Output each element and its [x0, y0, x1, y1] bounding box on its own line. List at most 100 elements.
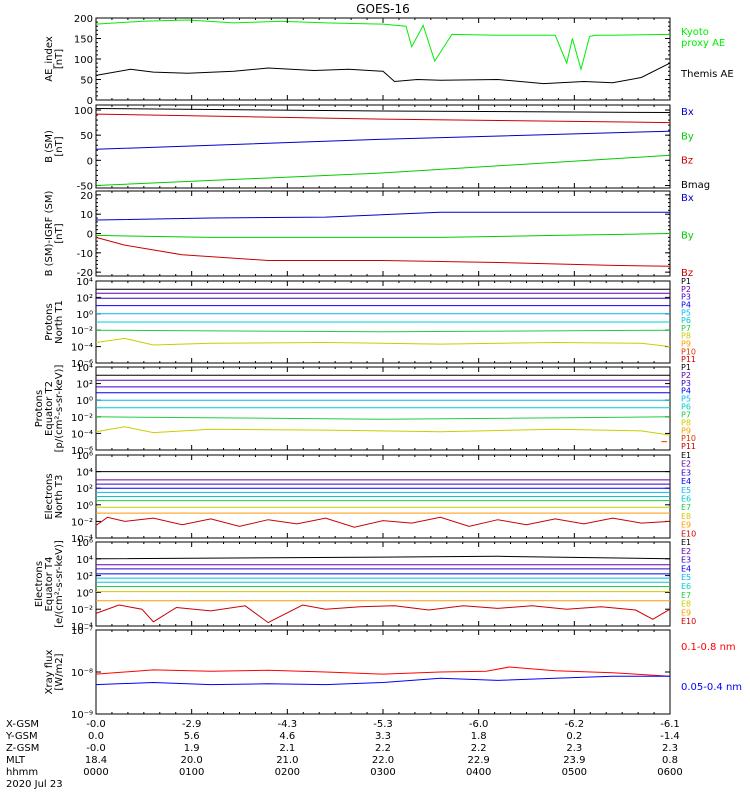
legend-e10: E10 — [681, 529, 696, 538]
y-tick-label: 10⁻⁴ — [71, 429, 93, 440]
legend-p7: P7 — [681, 410, 691, 419]
legend-e7: E7 — [681, 503, 691, 512]
series-line-e10 — [95, 604, 671, 624]
series-line-bz — [95, 236, 671, 267]
legend-0-1-0-8-nm: 0.1-0.8 nm — [681, 642, 736, 653]
y-axis-label: Equator T2 — [44, 381, 55, 436]
legend-p7: P7 — [681, 324, 691, 333]
y-tick-label: 10⁻⁴ — [71, 534, 93, 545]
panel-frame — [95, 190, 671, 277]
legend-p3: P3 — [681, 293, 691, 302]
y-tick-label: 50 — [80, 131, 93, 142]
legend-p4: P4 — [681, 300, 691, 309]
legend-p10: P10 — [681, 347, 696, 356]
y-axis-label: [p/(cm²-s-sr-keV)] — [54, 365, 65, 453]
y-tick-label: 10⁶ — [76, 538, 93, 549]
x-tick-label: 2.2 — [375, 743, 391, 754]
legend-bx: Bx — [681, 193, 694, 204]
series-line-by — [95, 233, 671, 238]
x-tick-label: -2.9 — [182, 719, 202, 730]
series-line-bx — [95, 130, 671, 150]
x-tick-label: 1.8 — [471, 731, 487, 742]
series-line-p7 — [95, 416, 671, 420]
x-tick-label: 0100 — [179, 767, 204, 778]
legend-0-05-0-4-nm: 0.05-0.4 nm — [681, 682, 742, 693]
legend-p8: P8 — [681, 418, 691, 427]
panel-8: 10⁻⁹ 10⁻⁸ 10⁻⁷ Xray flux [W/m2] 0.1-0.8 nm 0.0… — [44, 626, 742, 721]
y-axis-label: [W/m2] — [54, 653, 65, 690]
y-tick-label: 10⁻² — [71, 517, 93, 528]
x-row-label-zgsm: Z-GSM — [6, 743, 39, 754]
y-tick-label: 10² — [76, 293, 93, 304]
x-tick-label: 0400 — [466, 767, 491, 778]
x-tick-label: -6.0 — [469, 719, 489, 730]
x-row-label-mlt: MLT — [6, 755, 26, 766]
date-label: 2020 Jul 23 — [6, 779, 63, 790]
x-row-label-ygsm: Y-GSM — [5, 731, 38, 742]
y-tick-label: 10² — [76, 484, 93, 495]
legend-e2: E2 — [681, 460, 691, 469]
y-tick-label: 10⁴ — [76, 555, 93, 566]
legend-p1: P1 — [681, 363, 691, 372]
legend-e10: E10 — [681, 617, 696, 626]
legend-p5: P5 — [681, 395, 691, 404]
y-axis-label: Equator T4 — [44, 557, 55, 612]
legend-p10: P10 — [681, 434, 696, 443]
legend-e1: E1 — [681, 451, 691, 460]
series-line-0-05-0-4-nm — [95, 675, 670, 686]
series-line-by — [95, 154, 671, 186]
legend-p11: P11 — [681, 355, 696, 364]
x-tick-label: 22.0 — [372, 755, 394, 766]
y-tick-label: 0 — [87, 230, 93, 241]
x-tick-label: 0.8 — [662, 755, 678, 766]
legend-e5: E5 — [681, 486, 691, 495]
x-tick-label: 0300 — [370, 767, 395, 778]
legend-p1: P1 — [681, 277, 691, 286]
y-axis-label: Electrons — [44, 473, 55, 519]
y-tick-label: 10⁴ — [76, 277, 93, 288]
x-tick-label: 21.0 — [276, 755, 298, 766]
y-tick-label: 10⁻⁶ — [71, 446, 93, 457]
y-tick-label: 10⁻⁴ — [71, 343, 93, 354]
x-tick-label: -4.3 — [278, 719, 298, 730]
y-tick-label: 10⁴ — [76, 363, 93, 374]
legend-bx: Bx — [681, 107, 694, 118]
y-axis-label: [nT] — [54, 49, 65, 69]
x-tick-label: 0000 — [83, 767, 108, 778]
legend-e6: E6 — [681, 495, 691, 504]
x-axis-ephemeris: X-GSM Y-GSM Z-GSM MLT hhmm -0.00.0-0.018… — [5, 18, 683, 778]
panel-3: -20 -10 0 10 20 B (SM)-IGRF (SM) [nT] Bx By Bz — [44, 190, 694, 279]
series-line-kyoto-proxy-ae — [95, 19, 671, 72]
legend-p11: P11 — [681, 442, 696, 451]
x-tick-label: 0200 — [275, 767, 300, 778]
panel-frame — [95, 541, 671, 627]
y-tick-label: 10⁰ — [76, 396, 93, 407]
y-tick-label: 10⁰ — [76, 501, 93, 512]
y-tick-label: 10⁴ — [76, 468, 93, 479]
legend-p2: P2 — [681, 285, 691, 294]
legend-p5: P5 — [681, 308, 691, 317]
series-line-e10 — [95, 516, 671, 528]
legend-p8: P8 — [681, 332, 691, 341]
y-tick-label: 10⁻² — [71, 605, 93, 616]
x-tick-label: -0.0 — [86, 743, 106, 754]
series-line-0-1-0-8-nm — [95, 666, 671, 677]
x-tick-label: 0600 — [657, 767, 682, 778]
legend-e2: E2 — [681, 547, 691, 556]
y-axis-label: Electrons — [34, 561, 45, 607]
legend-p2: P2 — [681, 371, 691, 380]
legend-by: By — [681, 231, 694, 242]
x-row-label-xgsm: X-GSM — [6, 719, 39, 730]
y-tick-label: 150 — [74, 35, 93, 46]
x-tick-label: 2.1 — [279, 743, 295, 754]
y-axis-label: [nT] — [54, 223, 65, 243]
legend-p3: P3 — [681, 379, 691, 388]
series-line-bz — [95, 113, 671, 124]
y-tick-label: 10⁻² — [71, 413, 93, 424]
series-line-e1 — [95, 555, 671, 560]
y-tick-label: 10⁻⁴ — [71, 622, 93, 633]
